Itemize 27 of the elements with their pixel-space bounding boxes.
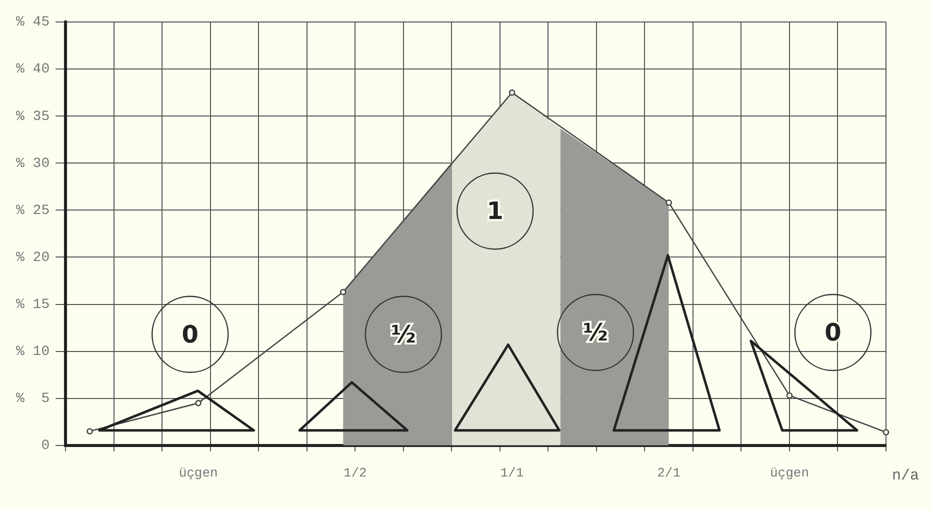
x-tick-label: 2/1 bbox=[657, 466, 681, 481]
y-tick-label: % 25 bbox=[16, 202, 50, 219]
y-tick-label: % 30 bbox=[16, 156, 50, 172]
y-tick-label: % 10 bbox=[16, 344, 50, 360]
y-tick-label: % 20 bbox=[16, 250, 50, 266]
y-tick-label: % 35 bbox=[16, 108, 50, 125]
y-tick-label: % 45 bbox=[16, 14, 50, 31]
point bbox=[786, 392, 793, 399]
x-tick-label: 1/1 bbox=[500, 466, 524, 481]
point bbox=[666, 200, 672, 206]
annotation: 0 bbox=[182, 320, 198, 348]
y-tick-label: % 40 bbox=[16, 62, 50, 78]
point bbox=[195, 400, 202, 406]
annotation: ½ bbox=[583, 318, 608, 346]
point bbox=[508, 89, 516, 96]
y-tick-label: % 5 bbox=[16, 391, 50, 408]
point bbox=[882, 429, 890, 436]
x-tick-label: üçgen bbox=[770, 466, 809, 481]
x-axis-title: n/a bbox=[892, 467, 920, 484]
annotation: 1 bbox=[486, 197, 504, 226]
y-tick-label: 0 bbox=[41, 438, 50, 454]
annotation: ½ bbox=[390, 320, 416, 348]
point bbox=[340, 288, 346, 296]
point bbox=[86, 428, 93, 434]
x-tick-label: üçgen bbox=[178, 466, 218, 481]
y-tick-label: % 15 bbox=[16, 296, 50, 313]
x-tick-label: 1/2 bbox=[343, 466, 367, 481]
